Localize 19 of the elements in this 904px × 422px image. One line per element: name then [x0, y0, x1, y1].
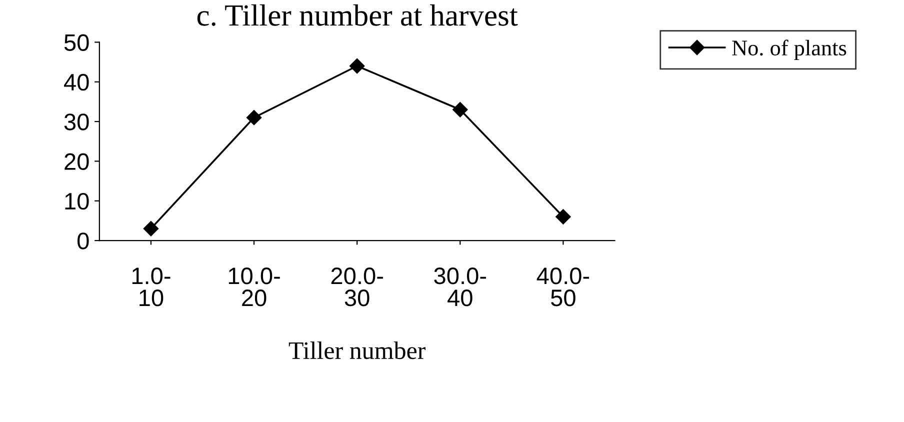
point [452, 102, 468, 118]
x-tick-label: 10.0- 20 [228, 268, 280, 306]
y-tick-label: 40 [64, 74, 89, 91]
y-tick-label: 10 [65, 192, 89, 210]
point [143, 221, 159, 236]
x-tick-label: 30.0- 40 [434, 268, 486, 306]
point [350, 58, 365, 74]
chart-title: c. Tiller number at harvest [197, 4, 518, 26]
y-tick-label: 50 [64, 34, 89, 51]
x-tick-label: 20.0- 30 [331, 268, 383, 306]
y-tick-label: 0 [78, 232, 89, 250]
point [246, 110, 262, 126]
legend-label: No. of plants [732, 40, 846, 60]
y-tick-label: 20 [64, 153, 89, 170]
y-tick-label: 30 [64, 114, 89, 130]
x-tick-label: 1.0- 10 [132, 268, 170, 306]
x-axis-title: Tiller number [288, 342, 426, 360]
x-tick-label: 40.0- 50 [536, 268, 590, 306]
point [556, 209, 571, 224]
